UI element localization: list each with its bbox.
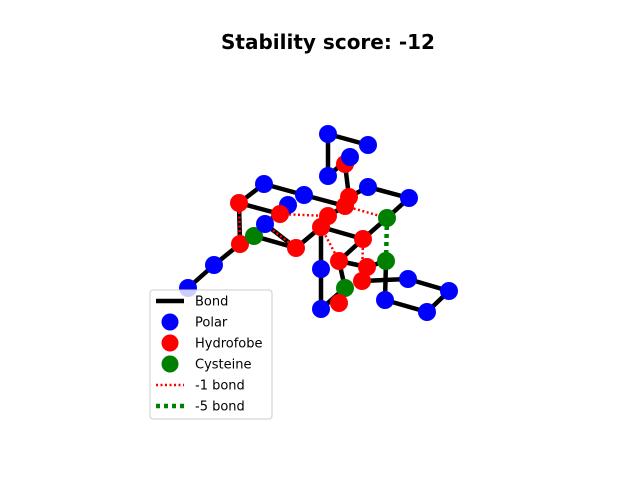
minus-1-bond-line — [279, 212, 329, 218]
legend-label: -5 bond — [195, 400, 245, 415]
legend-label: Polar — [195, 316, 228, 331]
polar-residue — [295, 186, 313, 204]
cysteine-residue — [377, 252, 395, 270]
polar-residue — [359, 178, 377, 196]
polar-residue — [312, 260, 330, 278]
polar-residue — [376, 291, 394, 309]
polar-residue — [399, 270, 417, 288]
hydrofobe-residue — [330, 252, 348, 270]
hydrofobe-residue — [353, 272, 371, 290]
hydrofobe-residue — [230, 194, 248, 212]
polar-residue — [319, 125, 337, 143]
legend: Bond Polar Hydrofobe Cysteine -1 bond -5 bond — [149, 289, 273, 420]
polar-residue — [319, 167, 337, 185]
hydrofobe-residue — [319, 207, 337, 225]
polar-residue — [312, 300, 330, 318]
cysteine-residue — [336, 279, 354, 297]
legend-label: Cysteine — [195, 358, 252, 373]
polar-residue — [255, 175, 273, 193]
hydrofobe-residue — [330, 294, 348, 312]
polar-residue — [400, 189, 418, 207]
hydrofobe-residue — [287, 239, 305, 257]
legend-frame — [149, 289, 273, 420]
legend-marker-cysteine — [161, 355, 179, 373]
legend-marker-polar — [161, 313, 179, 331]
legend-label: Bond — [195, 295, 228, 310]
cysteine-residue — [378, 209, 396, 227]
legend-label: Hydrofobe — [195, 337, 263, 352]
legend-marker-hydrofobe — [161, 334, 179, 352]
polar-residue — [205, 256, 223, 274]
polar-residue — [341, 148, 359, 166]
hydrofobe-residue — [271, 205, 289, 223]
polar-residue — [359, 136, 377, 154]
polar-residue — [256, 215, 274, 233]
legend-entries: Bond Polar Hydrofobe Cysteine -1 bond -5 bond — [156, 295, 263, 415]
figure-title: Stability score: -12 — [221, 30, 435, 54]
polar-residue — [440, 282, 458, 300]
polar-residue — [418, 303, 436, 321]
hydrofobe-residue — [340, 188, 358, 206]
hydrofobe-residue — [354, 230, 372, 248]
legend-label: -1 bond — [195, 379, 245, 394]
hydrofobe-residue — [358, 258, 376, 276]
hydrofobe-residue — [231, 235, 249, 253]
cysteine-residue — [245, 227, 263, 245]
